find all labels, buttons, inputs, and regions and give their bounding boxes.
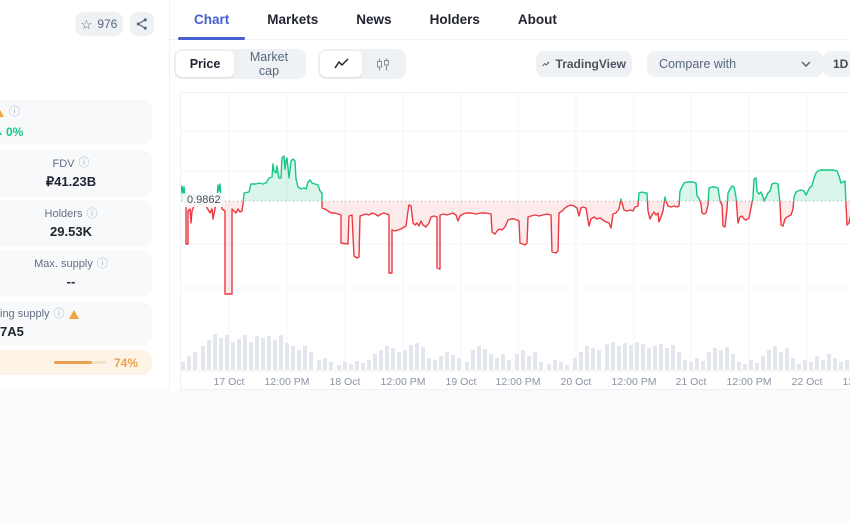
x-tick-label: 12:00 PM: [611, 376, 657, 388]
x-tick-label: 12:00 PM: [495, 376, 541, 388]
share-button[interactable]: [130, 12, 154, 36]
line-chart-type-button[interactable]: [320, 51, 362, 77]
x-tick-label: 22 Oct: [791, 376, 823, 388]
fdv-value: ₽41.23B: [45, 173, 97, 189]
baseline-price-label: 0.9862: [183, 193, 225, 207]
max-supply-card: Max. supply ⓘ --: [0, 250, 152, 297]
up-arrow-icon: [0, 128, 2, 135]
chart-type-toggle: [318, 49, 406, 79]
x-tick-label: 12:00 PM: [726, 376, 772, 388]
favorites-button[interactable]: ☆ 976: [75, 12, 123, 36]
price-change-card: ⓘ 0%: [0, 100, 152, 145]
supply-progress-fill: [53, 361, 93, 364]
price-chart[interactable]: 0.9862 17 Oct 12:00 PM 18 Oct 12:00 PM 19 Oc…: [180, 92, 850, 390]
favorites-count: 976: [97, 17, 118, 31]
sidebar: ☆ 976 ⓘ 0% FDV ⓘ ₽41.: [0, 0, 169, 390]
max-supply-value: --: [66, 274, 76, 289]
supply-progress-card: 74%: [0, 350, 152, 375]
tab-bar: Chart Markets News Holders About: [170, 0, 850, 40]
market-cap-toggle-button[interactable]: Market cap: [234, 50, 304, 78]
x-tick-label: 12:00 PM: [264, 376, 310, 388]
tab-news[interactable]: News: [350, 0, 397, 40]
warning-triangle-icon[interactable]: [68, 309, 79, 319]
x-tick-label: 19 Oct: [445, 376, 477, 388]
max-supply-label: Max. supply: [34, 258, 93, 270]
x-tick-label: 18 Oct: [329, 376, 361, 388]
chevron-down-icon: [801, 61, 811, 67]
x-tick-label: 21 Oct: [675, 376, 707, 388]
share-icon: [136, 18, 147, 30]
tradingview-icon: [542, 61, 550, 67]
circulating-supply-label: ing supply: [0, 308, 50, 320]
circulating-supply-card: ing supply ⓘ 7A5: [0, 302, 152, 345]
page-background: [0, 390, 850, 522]
price-toggle-button[interactable]: Price: [176, 51, 234, 77]
tab-markets[interactable]: Markets: [261, 0, 324, 40]
circulating-supply-value: 7A5: [0, 324, 24, 339]
holders-card: Holders ⓘ 29.53K: [0, 200, 152, 247]
tradingview-label: TradingView: [555, 57, 626, 71]
compare-with-label: Compare with: [659, 57, 737, 71]
holders-value: 29.53K: [50, 224, 92, 239]
supply-progress-percent: 74%: [113, 355, 138, 370]
candlestick-chart-type-button[interactable]: [362, 51, 404, 77]
candlestick-icon: [377, 58, 389, 70]
change-percent: 0%: [6, 124, 24, 139]
x-tick-label: 17 Oct: [213, 376, 245, 388]
info-icon[interactable]: ⓘ: [53, 307, 65, 320]
chart-controls: Price Market cap: [170, 49, 850, 79]
info-icon[interactable]: ⓘ: [86, 207, 98, 220]
info-icon[interactable]: ⓘ: [78, 157, 90, 169]
info-icon[interactable]: ⓘ: [96, 257, 108, 270]
x-tick-label: 12:00 PM: [842, 376, 850, 388]
range-1d-button[interactable]: 1D: [823, 51, 850, 77]
tab-chart[interactable]: Chart: [177, 0, 246, 40]
tab-about[interactable]: About: [512, 0, 563, 40]
metric-toggle: Price Market cap: [174, 49, 306, 79]
x-tick-label: 12:00 PM: [380, 376, 426, 388]
info-icon[interactable]: ⓘ: [9, 105, 20, 118]
warning-triangle-icon[interactable]: [0, 107, 4, 117]
supply-progress-bar: [53, 361, 106, 364]
chart-plot-area[interactable]: [181, 93, 850, 391]
x-axis: 17 Oct 12:00 PM 18 Oct 12:00 PM 19 Oct 12:00 …: [181, 376, 850, 390]
tab-holders[interactable]: Holders: [424, 0, 486, 40]
holders-label: Holders: [44, 208, 83, 220]
x-tick-label: 20 Oct: [560, 376, 592, 388]
fdv-label: FDV: [52, 157, 75, 170]
tradingview-button[interactable]: TradingView: [536, 51, 632, 77]
star-icon: ☆: [80, 16, 93, 32]
line-chart-icon: [333, 58, 349, 69]
fdv-card: FDV ⓘ ₽41.23B: [0, 150, 152, 197]
sidebar-divider: [169, 0, 170, 390]
compare-with-select[interactable]: Compare with: [647, 51, 823, 77]
